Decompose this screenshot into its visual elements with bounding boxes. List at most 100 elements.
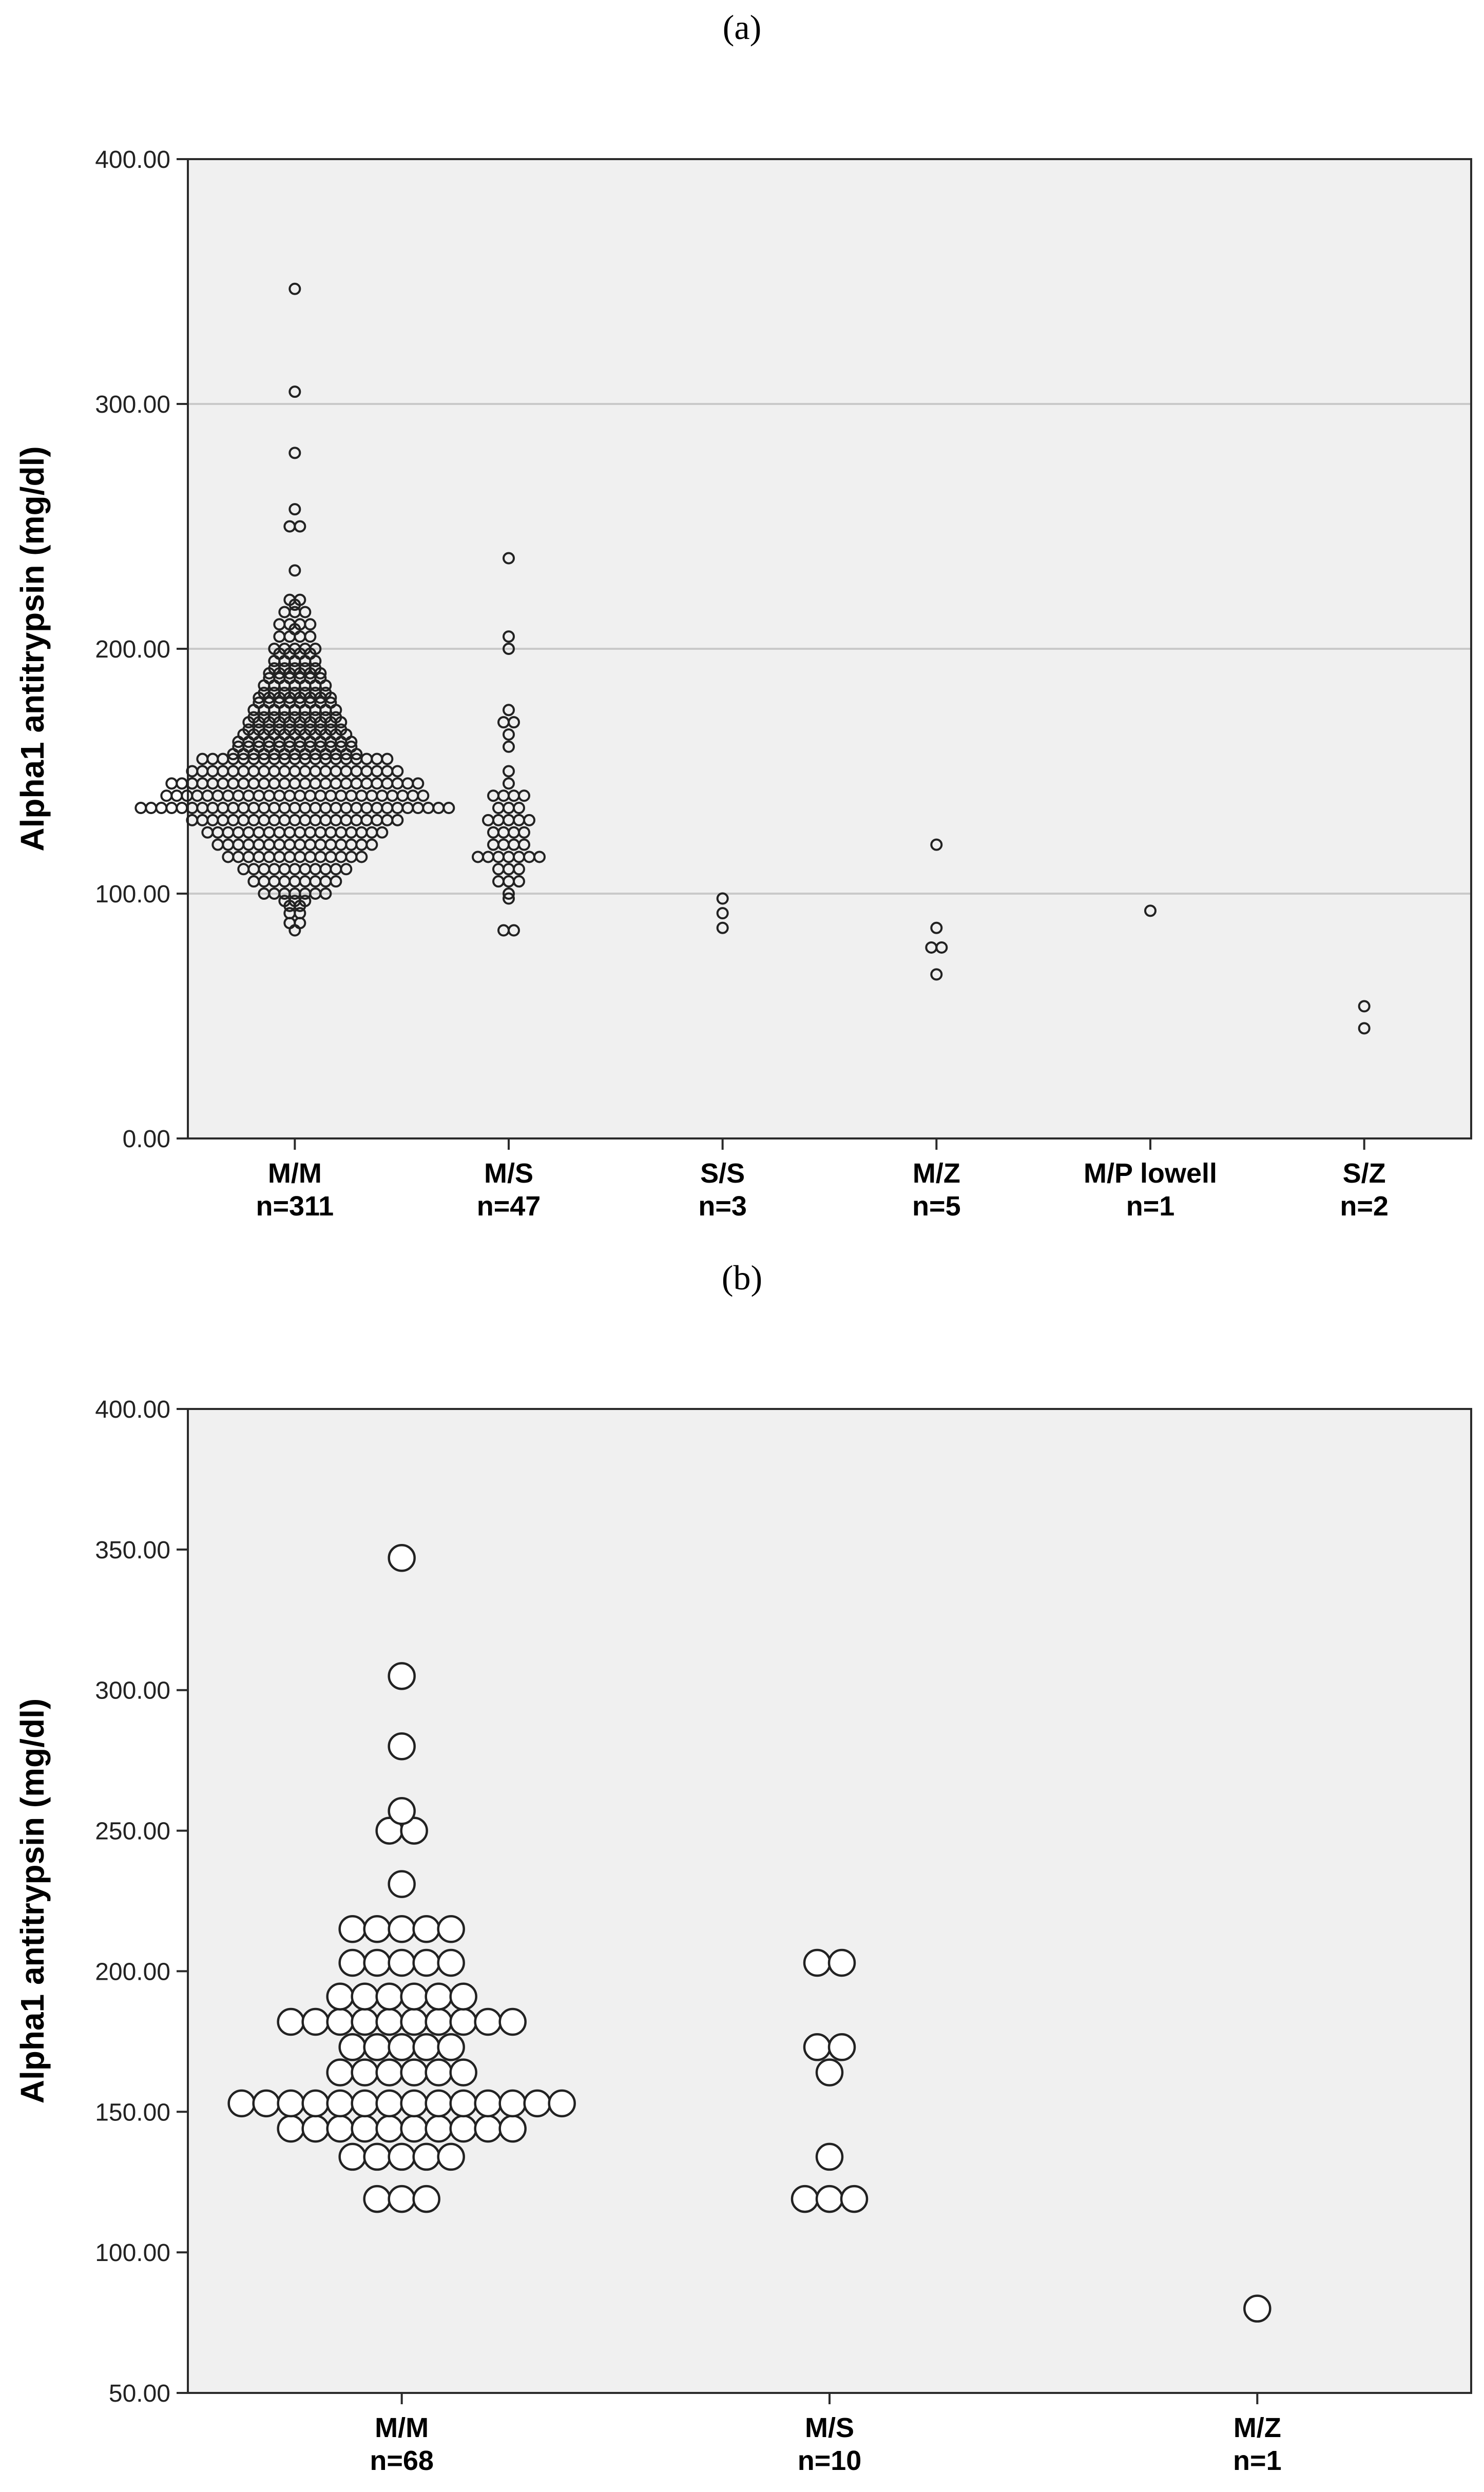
data-point (326, 2089, 354, 2118)
x-category-label: M/M (375, 2412, 429, 2443)
data-point (518, 838, 530, 851)
data-point (338, 2142, 367, 2171)
x-category-label: S/Z (1343, 1158, 1386, 1189)
data-point (375, 2058, 403, 2087)
y-tick-label: 200.00 (95, 1958, 170, 1985)
data-point (294, 907, 306, 920)
data-point (326, 2007, 354, 2036)
data-point (503, 765, 515, 778)
data-point (388, 1732, 416, 1761)
data-point (417, 789, 430, 802)
data-point (449, 2058, 477, 2087)
y-tick-label: 50.00 (109, 2380, 170, 2407)
data-point (425, 2058, 453, 2087)
data-point (474, 2089, 502, 2118)
data-point (304, 618, 317, 631)
x-category-count: n=47 (477, 1191, 541, 1222)
x-category-count: n=311 (256, 1191, 334, 1222)
data-point (1358, 1022, 1371, 1035)
data-point (498, 2007, 527, 2036)
data-point (345, 740, 358, 753)
data-point (288, 447, 301, 459)
data-point (716, 907, 729, 920)
data-point (412, 1915, 440, 1943)
y-tick-label: 100.00 (95, 2239, 170, 2267)
data-point (160, 789, 173, 802)
data-point (803, 2033, 832, 2061)
data-point (170, 789, 183, 802)
data-point (338, 1948, 367, 1977)
data-point (299, 895, 312, 907)
data-point (437, 1948, 465, 1977)
data-point (227, 2089, 256, 2118)
data-point (330, 875, 342, 888)
data-point (827, 2033, 856, 2061)
data-point (449, 1982, 477, 2011)
y-tick-label: 300.00 (95, 391, 170, 418)
data-point (400, 1982, 428, 2011)
data-point (294, 520, 306, 533)
data-point (326, 2114, 354, 2143)
data-point (437, 1915, 465, 1943)
data-point (400, 2007, 428, 2036)
x-category-label: M/Z (913, 1158, 960, 1189)
x-category-count: n=5 (912, 1191, 961, 1222)
data-point (518, 826, 530, 839)
y-tick-label: 350.00 (95, 1537, 170, 1564)
data-point (523, 2089, 551, 2118)
data-point (1358, 1000, 1371, 1013)
data-point (314, 672, 327, 685)
data-point (533, 851, 546, 863)
data-point (277, 2114, 305, 2143)
x-category-label: S/S (700, 1158, 745, 1189)
data-point (437, 2142, 465, 2171)
data-point (375, 2007, 403, 2036)
data-point (930, 921, 943, 934)
y-axis-title: Alpha1 antitrypsin (mg/dl) (14, 446, 51, 851)
data-point (351, 2089, 379, 2118)
data-point (803, 1948, 832, 1977)
data-point (288, 564, 301, 577)
chart-a: 0.00100.00200.00300.00400.00M/Mn=311M/Sn… (14, 146, 1472, 1222)
y-tick-label: 400.00 (95, 146, 170, 173)
data-point (425, 2007, 453, 2036)
data-point (176, 802, 188, 815)
data-point (508, 924, 520, 937)
data-point (363, 2185, 391, 2213)
data-point (301, 2007, 330, 2036)
data-point (351, 2058, 379, 2087)
data-point (326, 2058, 354, 2087)
data-point (351, 2007, 379, 2036)
data-point (400, 2114, 428, 2143)
x-category-label: M/S (484, 1158, 533, 1189)
data-point (145, 802, 158, 815)
data-point (503, 728, 515, 741)
data-point (449, 2089, 477, 2118)
data-point (309, 643, 322, 655)
data-point (388, 1915, 416, 1943)
data-point (412, 777, 425, 790)
data-point (503, 643, 515, 655)
data-point (815, 2058, 844, 2087)
data-point (351, 2114, 379, 2143)
data-point (277, 2089, 305, 2118)
x-category-label: M/Z (1234, 2412, 1281, 2443)
data-point (474, 2007, 502, 2036)
data-point (391, 765, 404, 778)
data-point (176, 777, 188, 790)
data-point (508, 716, 520, 729)
data-point (365, 838, 378, 851)
data-point (503, 887, 515, 900)
data-point (400, 2058, 428, 2087)
data-point (376, 826, 389, 839)
y-axis-title: Alpha1 antitrypsin (mg/dl) (14, 1698, 51, 2103)
data-point (412, 1948, 440, 1977)
y-tick-label: 400.00 (95, 1396, 170, 1423)
data-point (1243, 2294, 1271, 2323)
data-point (391, 814, 404, 826)
data-point (400, 1817, 428, 1845)
data-point (425, 1982, 453, 2011)
data-point (388, 2142, 416, 2171)
data-point (503, 777, 515, 790)
data-point (363, 2033, 391, 2061)
